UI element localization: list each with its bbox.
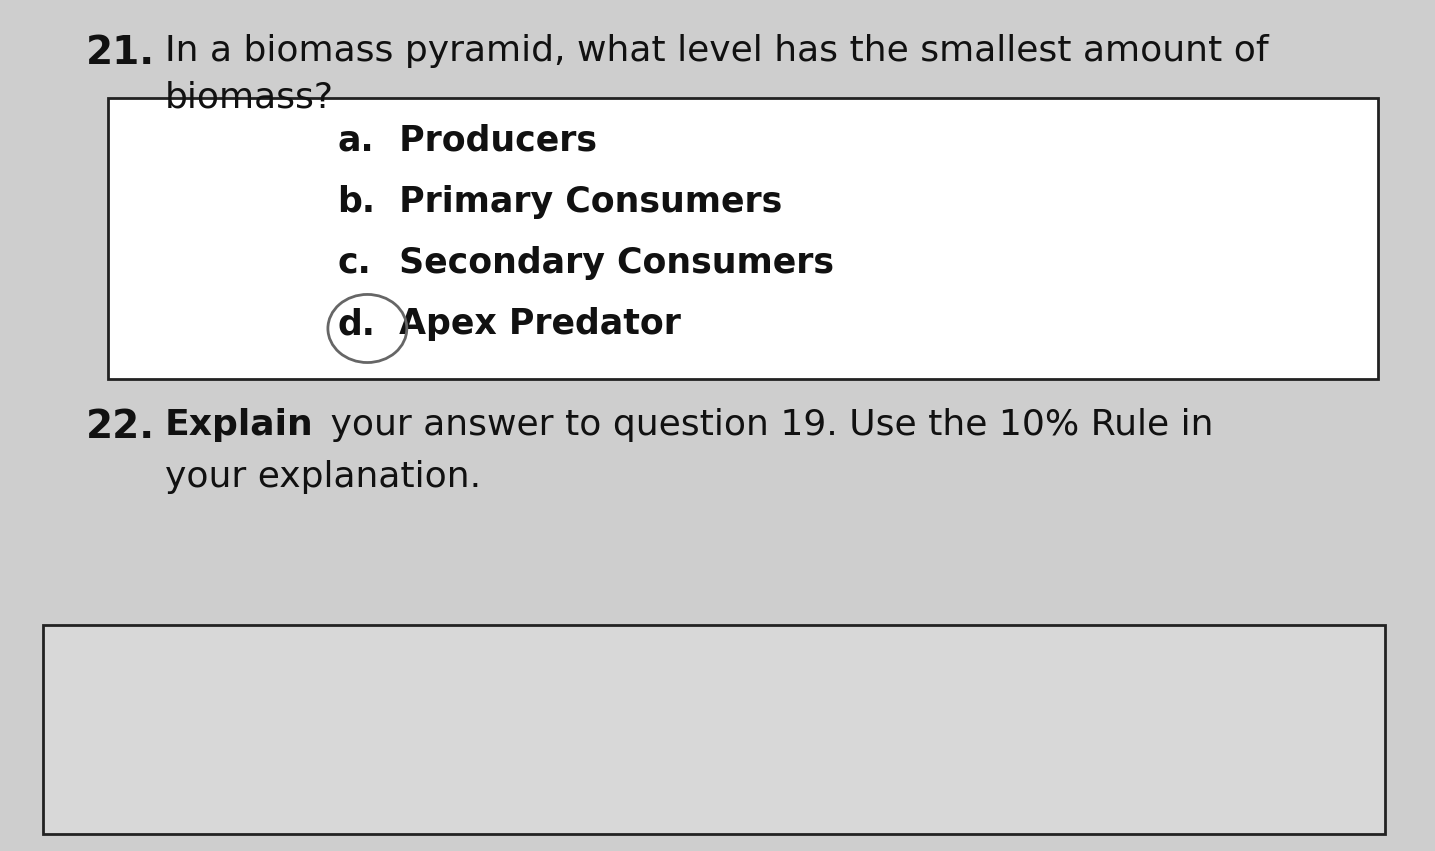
Text: Explain: Explain: [165, 408, 314, 443]
Text: Producers: Producers: [387, 123, 597, 157]
Text: 21.: 21.: [86, 34, 155, 72]
Text: Apex Predator: Apex Predator: [387, 307, 682, 341]
Text: Secondary Consumers: Secondary Consumers: [387, 246, 834, 280]
Text: Primary Consumers: Primary Consumers: [387, 185, 782, 219]
FancyBboxPatch shape: [108, 98, 1378, 379]
Text: your explanation.: your explanation.: [165, 460, 481, 494]
Text: In a biomass pyramid, what level has the smallest amount of: In a biomass pyramid, what level has the…: [165, 34, 1269, 68]
Text: biomass?: biomass?: [165, 81, 334, 115]
FancyBboxPatch shape: [43, 625, 1385, 834]
Text: your answer to question 19. Use the 10% Rule in: your answer to question 19. Use the 10% …: [319, 408, 1213, 443]
Text: a.: a.: [337, 123, 375, 157]
Text: b.: b.: [337, 185, 375, 219]
Text: d.: d.: [337, 307, 375, 341]
Text: 22.: 22.: [86, 408, 155, 447]
Text: c.: c.: [337, 246, 372, 280]
